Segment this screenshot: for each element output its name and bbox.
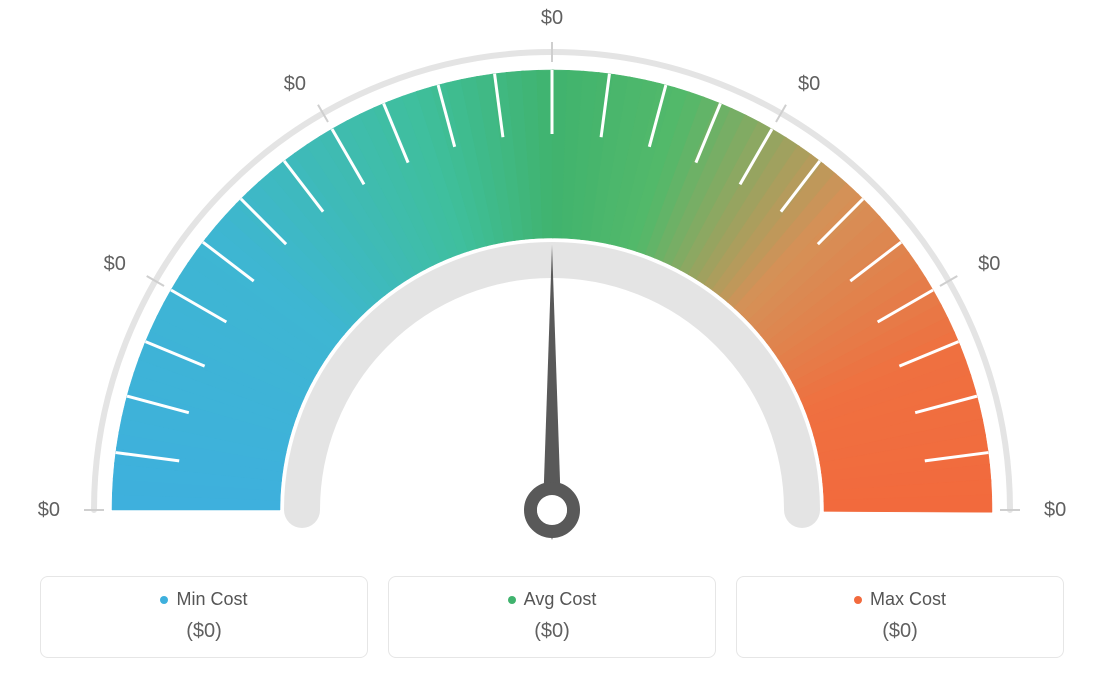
legend-value-avg: ($0) [399, 620, 705, 643]
legend-dot-min [160, 596, 168, 604]
cost-gauge-container: $0 $0 $0 $0 $0 $0 $0 Min Cost ($0) Avg Cost ($… [0, 0, 1104, 690]
svg-text:$0: $0 [38, 499, 60, 521]
legend-title-avg: Avg Cost [508, 589, 597, 610]
legend-card-max: Max Cost ($0) [736, 576, 1064, 658]
legend-label-avg: Avg Cost [524, 589, 597, 610]
legend-value-min: ($0) [51, 620, 357, 643]
legend-label-min: Min Cost [176, 589, 247, 610]
legend-card-avg: Avg Cost ($0) [388, 576, 716, 658]
legend-title-min: Min Cost [160, 589, 247, 610]
legend-dot-max [854, 596, 862, 604]
svg-text:$0: $0 [284, 73, 306, 95]
legend-card-min: Min Cost ($0) [40, 576, 368, 658]
gauge-chart: $0 $0 $0 $0 $0 $0 $0 [0, 0, 1104, 560]
gauge-svg: $0 $0 $0 $0 $0 $0 $0 [0, 0, 1104, 560]
legend-title-max: Max Cost [854, 589, 946, 610]
legend-label-max: Max Cost [870, 589, 946, 610]
legend-value-max: ($0) [747, 620, 1053, 643]
svg-text:$0: $0 [541, 7, 563, 29]
svg-text:$0: $0 [798, 73, 820, 95]
svg-text:$0: $0 [1044, 499, 1066, 521]
svg-text:$0: $0 [978, 253, 1000, 275]
svg-text:$0: $0 [104, 253, 126, 275]
legend-dot-avg [508, 596, 516, 604]
legend-row: Min Cost ($0) Avg Cost ($0) Max Cost ($0… [40, 576, 1064, 658]
